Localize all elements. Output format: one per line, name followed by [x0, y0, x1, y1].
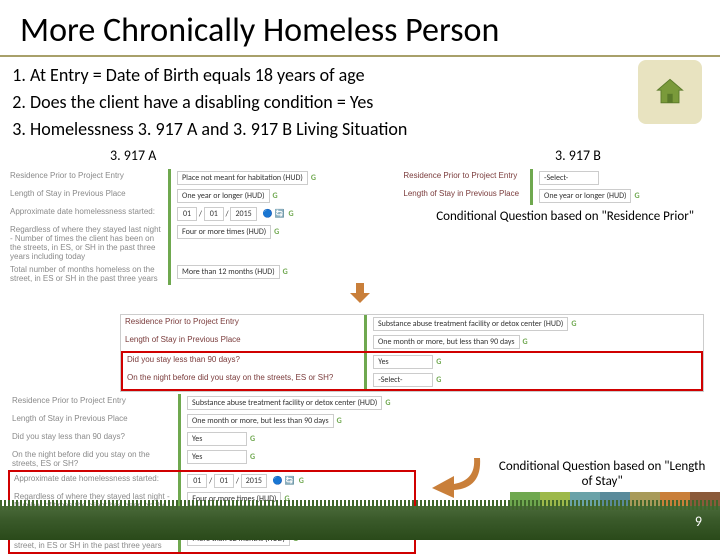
form-label: Approximate date homelessness started:	[10, 472, 180, 490]
lock-icon: G	[250, 434, 255, 444]
dropdown[interactable]: Yes	[373, 355, 433, 369]
lock-icon: G	[299, 476, 304, 486]
lock-icon: G	[385, 398, 390, 408]
dropdown[interactable]: -Select-	[373, 373, 433, 387]
highlighted-questions: Did you stay less than 90 days? YesG On t…	[121, 351, 703, 391]
bullet-2: Does the client have a disabling conditi…	[30, 90, 690, 115]
lock-icon: G	[571, 319, 576, 329]
form-917a: Residence Prior to Project Entry Place no…	[6, 169, 395, 285]
label-917b: 3. 917 B	[555, 147, 601, 164]
form-917b: Residence Prior to Project Entry -Select-…	[399, 169, 714, 285]
date-icons[interactable]: 🔵🔄	[272, 476, 296, 486]
lock-icon: G	[523, 337, 528, 347]
date-day[interactable]: 01	[214, 474, 234, 488]
dropdown[interactable]: Four or more times (HUD)	[177, 225, 271, 239]
dropdown[interactable]: Yes	[187, 432, 247, 446]
page-number: 9	[695, 513, 702, 530]
conditional-label-1: Conditional Question based on "Residence…	[399, 205, 714, 226]
dropdown[interactable]: Yes	[187, 450, 247, 464]
form-label: On the night before did you stay on the …	[8, 448, 179, 470]
date-month[interactable]: 01	[177, 207, 197, 221]
form-label: Residence Prior to Project Entry	[8, 394, 179, 412]
dropdown[interactable]: One year or longer (HUD)	[539, 189, 631, 203]
bullet-3: Homelessness 3. 917 A and 3. 917 B Livin…	[30, 117, 690, 142]
lock-icon: G	[436, 375, 441, 385]
dropdown[interactable]: Substance abuse treatment facility or de…	[187, 396, 382, 410]
page-title: More Chronically Homeless Person	[0, 0, 720, 57]
date-month[interactable]: 01	[187, 474, 207, 488]
form-label: Residence Prior to Project Entry	[121, 315, 365, 333]
lock-icon: G	[273, 191, 278, 201]
dropdown[interactable]: Substance abuse treatment facility or de…	[373, 317, 568, 331]
form-label: Length of Stay in Previous Place	[121, 333, 365, 351]
form-label: On the night before did you stay on the …	[123, 371, 366, 389]
date-year[interactable]: 2015	[230, 207, 256, 221]
lock-icon: G	[283, 267, 288, 277]
conditional-label-2: Conditional Question based on "Length of…	[492, 459, 712, 489]
dropdown[interactable]: -Select-	[539, 171, 599, 185]
dropdown[interactable]: One year or longer (HUD)	[177, 189, 269, 203]
date-icons[interactable]: 🔵🔄	[262, 209, 286, 219]
dropdown[interactable]: One month or more, but less than 90 days	[373, 335, 520, 349]
form-label: Did you stay less than 90 days?	[123, 353, 366, 371]
lock-icon: G	[288, 209, 293, 219]
arrow-down-icon	[0, 281, 720, 310]
form-label: Length of Stay in Previous Place	[6, 187, 170, 205]
grass-footer	[0, 506, 720, 540]
house-icon	[638, 60, 702, 124]
lock-icon: G	[250, 452, 255, 462]
lock-icon: G	[337, 416, 342, 426]
mid-form: Residence Prior to Project Entry Substanc…	[120, 314, 704, 392]
bullet-list: At Entry = Date of Birth equals 18 years…	[0, 57, 720, 147]
dropdown[interactable]: More than 12 months (HUD)	[177, 265, 280, 279]
date-day[interactable]: 01	[204, 207, 224, 221]
form-label: Did you stay less than 90 days?	[8, 430, 179, 448]
dropdown[interactable]: One month or more, but less than 90 days	[187, 414, 334, 428]
form-label: Residence Prior to Project Entry	[399, 169, 531, 187]
form-label: Residence Prior to Project Entry	[6, 169, 170, 187]
lock-icon: G	[311, 173, 316, 183]
dropdown[interactable]: Place not meant for habitation (HUD)	[177, 171, 308, 185]
bullet-1: At Entry = Date of Birth equals 18 years…	[30, 63, 690, 88]
date-year[interactable]: 2015	[241, 474, 267, 488]
form-label: Length of Stay in Previous Place	[399, 187, 531, 205]
label-917a: 3. 917 A	[110, 147, 156, 164]
form-label: Length of Stay in Previous Place	[8, 412, 179, 430]
lock-icon: G	[274, 227, 279, 237]
form-label: Approximate date homelessness started:	[6, 205, 170, 223]
form-label: Regardless of where they stayed last nig…	[6, 223, 170, 263]
lock-icon: G	[436, 357, 441, 367]
lock-icon: G	[634, 191, 639, 201]
form-label: Total number of months homeless on the s…	[6, 263, 170, 285]
